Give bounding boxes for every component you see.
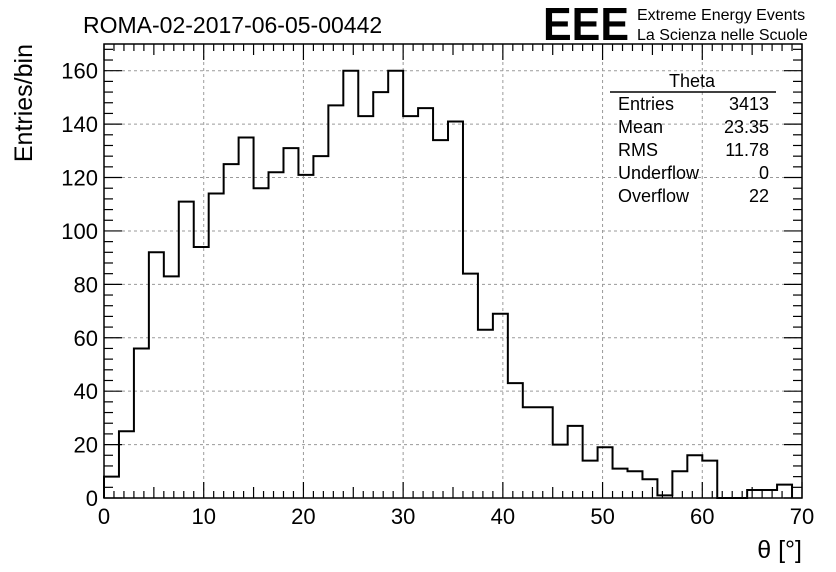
x-axis-label: θ [°]: [757, 536, 802, 564]
stats-title: Theta: [669, 71, 716, 91]
histogram-bar: [254, 188, 269, 498]
histogram-bar: [164, 276, 179, 498]
histogram-bar: [224, 164, 239, 498]
histogram-bar: [328, 105, 343, 498]
x-tick-label: 70: [790, 504, 814, 529]
stats-row-value: 11.78: [725, 140, 769, 160]
histogram-bar: [298, 175, 313, 498]
x-tick-label: 20: [291, 504, 315, 529]
eee-logo-line2: La Scienza nelle Scuole: [637, 27, 808, 44]
y-tick-label: 160: [61, 59, 98, 84]
histogram-bar: [538, 407, 553, 498]
eee-logo-line1: Extreme Energy Events: [637, 7, 805, 24]
x-tick-label: 10: [191, 504, 215, 529]
histogram-bar: [777, 485, 792, 498]
histogram-bar: [134, 348, 149, 498]
histogram-bar: [493, 314, 508, 498]
stats-row-value: 22: [749, 186, 769, 206]
histogram-bar: [358, 116, 373, 498]
x-axis: 0 10 20 30 40 50 60 70: [98, 44, 814, 529]
stats-row-value: 3413: [729, 94, 769, 114]
x-tick-label: 60: [690, 504, 714, 529]
histogram-bar: [313, 156, 328, 498]
stats-box: Theta Entries 3413 Mean 23.35 RMS 11.78 Underf…: [610, 71, 776, 206]
histogram-bar: [523, 407, 538, 498]
stats-row-value: 0: [759, 163, 769, 183]
histogram-bar: [283, 148, 298, 498]
histogram-bar: [463, 274, 478, 498]
eee-logo-mark: EEE: [543, 0, 629, 50]
histogram-bar: [747, 490, 762, 498]
histogram-bar: [119, 431, 134, 498]
histogram-bar: [553, 445, 568, 498]
x-tick-label: 50: [590, 504, 614, 529]
eee-logo: EEE Extreme Energy Events La Scienza nel…: [543, 0, 808, 50]
histogram-bar: [239, 137, 254, 498]
histogram-bar: [628, 471, 643, 498]
y-tick-label: 0: [86, 486, 98, 511]
histogram-bar: [598, 447, 613, 498]
y-tick-label: 60: [74, 326, 98, 351]
y-tick-label: 20: [74, 433, 98, 458]
histogram-bar: [613, 469, 628, 498]
histogram-bar: [149, 252, 164, 498]
histogram-bar: [583, 461, 598, 498]
stats-row-label: Entries: [618, 94, 674, 114]
histogram-bar: [403, 116, 418, 498]
stats-row-label: Mean: [618, 117, 663, 137]
y-tick-label: 80: [74, 272, 98, 297]
histogram-bar: [478, 330, 493, 498]
y-tick-label: 120: [61, 166, 98, 191]
x-tick-label: 0: [98, 504, 110, 529]
y-axis-label: Entries/bin: [10, 44, 38, 162]
stats-row-label: RMS: [618, 140, 658, 160]
histogram-bar: [373, 92, 388, 498]
histogram-bar: [209, 194, 224, 498]
histogram-bar: [762, 490, 777, 498]
y-tick-label: 40: [74, 379, 98, 404]
x-tick-label: 40: [491, 504, 515, 529]
x-tick-label: 30: [391, 504, 415, 529]
y-tick-label: 100: [61, 219, 98, 244]
histogram-bar: [508, 383, 523, 498]
stats-row-label: Underflow: [618, 163, 700, 183]
chart-title: ROMA-02-2017-06-05-00442: [83, 12, 382, 38]
plot-frame: [103, 43, 803, 499]
histogram-bar: [642, 479, 657, 498]
histogram-bar: [418, 108, 433, 498]
histogram-bar: [672, 471, 687, 498]
histogram-bar: [179, 202, 194, 498]
y-axis: 0 20 40 60 80 100 120 140 160: [61, 48, 802, 511]
histogram-bar: [568, 426, 583, 498]
histogram-bar: [687, 455, 702, 498]
histogram-bar: [269, 172, 284, 498]
histogram-bar: [702, 461, 717, 498]
y-tick-label: 140: [61, 112, 98, 137]
grid: [104, 44, 802, 498]
stats-row-value: 23.35: [724, 117, 769, 137]
stats-row-label: Overflow: [618, 186, 690, 206]
